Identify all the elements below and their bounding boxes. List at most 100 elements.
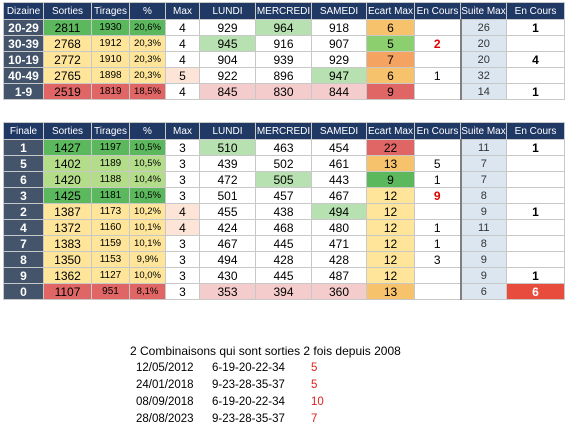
cell-encours2 bbox=[506, 171, 565, 188]
cell-mercredi: 939 bbox=[255, 51, 312, 68]
summary-date: 08/09/2018 bbox=[136, 396, 194, 408]
column-header: LUNDI bbox=[199, 122, 256, 140]
cell-suite: 8 bbox=[459, 235, 507, 252]
cell-lundi: 510 bbox=[199, 139, 256, 156]
cell-tirages: 1181 bbox=[91, 187, 130, 204]
cell-mercredi: 964 bbox=[255, 19, 312, 36]
cell-suite: 32 bbox=[459, 67, 507, 84]
table-row: 4 1372 1160 10,1% 4 424 468 480 12 1 11 bbox=[3, 219, 565, 236]
cell-ecart: 12 bbox=[366, 235, 415, 252]
cell-mercredi: 445 bbox=[255, 267, 312, 284]
cell-pct: 10,0% bbox=[129, 267, 166, 284]
column-header: Max bbox=[165, 2, 200, 20]
table-row: 6 1420 1188 10,4% 3 472 505 443 9 1 7 bbox=[3, 171, 565, 188]
summary-combination: 9-23-28-35-37 bbox=[212, 379, 285, 391]
cell-max: 4 bbox=[165, 219, 200, 236]
cell-tirages: 1173 bbox=[91, 203, 130, 220]
column-header: Sorties bbox=[43, 2, 92, 20]
cell-encours2 bbox=[506, 155, 565, 172]
cell-encours2 bbox=[506, 235, 565, 252]
cell-max: 3 bbox=[165, 235, 200, 252]
cell-lundi: 945 bbox=[199, 35, 256, 52]
cell-lundi: 845 bbox=[199, 83, 256, 100]
cell-encours: 1 bbox=[414, 235, 461, 252]
cell-suite: 9 bbox=[459, 267, 507, 284]
cell-sorties: 1420 bbox=[43, 171, 92, 188]
cell-ecart: 5 bbox=[366, 35, 415, 52]
cell-suite: 9 bbox=[459, 251, 507, 268]
cell-encours: 5 bbox=[414, 155, 461, 172]
cell-samedi: 494 bbox=[311, 203, 367, 220]
cell-ecart: 12 bbox=[366, 187, 415, 204]
cell-lundi: 353 bbox=[199, 283, 256, 300]
cell-lundi: 467 bbox=[199, 235, 256, 252]
dizaine-header-row: Dizaine Sorties Tirages% Max LUNDI MERCREDI SA… bbox=[3, 2, 565, 20]
summary-date: 24/01/2018 bbox=[136, 379, 194, 391]
cell-samedi: 929 bbox=[311, 51, 367, 68]
cell-mercredi: 394 bbox=[255, 283, 312, 300]
column-header: MERCREDI bbox=[255, 122, 312, 140]
cell-sorties: 1372 bbox=[43, 219, 92, 236]
cell-encours bbox=[414, 203, 461, 220]
cell-pct: 10,1% bbox=[129, 219, 166, 236]
cell-encours bbox=[414, 51, 461, 68]
table-row: 3 1425 1181 10,5% 3 501 457 467 12 9 8 bbox=[3, 187, 565, 204]
table-row: 7 1383 1159 10,1% 3 467 445 471 12 1 8 bbox=[3, 235, 565, 252]
cell-pct: 20,3% bbox=[129, 51, 166, 68]
cell-tirages: 1930 bbox=[91, 19, 130, 36]
cell-label: 0 bbox=[3, 283, 44, 300]
column-header: Dizaine bbox=[3, 2, 44, 20]
finale-table: Finale Sorties Tirages% Max LUNDI MERCREDI SAM… bbox=[3, 122, 565, 300]
column-header: Suite Max bbox=[460, 2, 507, 20]
table-row: 2 1387 1173 10,2% 4 455 438 494 12 9 1 bbox=[3, 203, 565, 220]
cell-label: 9 bbox=[3, 267, 44, 284]
cell-mercredi: 438 bbox=[255, 203, 312, 220]
cell-label: 20-29 bbox=[3, 19, 44, 36]
cell-pct: 18,5% bbox=[129, 83, 166, 100]
table-row: 10-19 2772 1910 20,3% 4 904 939 929 7 20 4 bbox=[3, 51, 565, 68]
cell-lundi: 424 bbox=[199, 219, 256, 236]
cell-pct: 20,3% bbox=[129, 35, 166, 52]
cell-suite: 7 bbox=[459, 155, 507, 172]
cell-sorties: 1387 bbox=[43, 203, 92, 220]
cell-label: 30-39 bbox=[3, 35, 44, 52]
cell-lundi: 501 bbox=[199, 187, 256, 204]
cell-tirages: 1160 bbox=[91, 219, 130, 236]
cell-samedi: 947 bbox=[311, 67, 367, 84]
finale-header-row: Finale Sorties Tirages% Max LUNDI MERCREDI SAM… bbox=[3, 122, 565, 140]
cell-samedi: 360 bbox=[311, 283, 367, 300]
cell-tirages: 1189 bbox=[91, 155, 130, 172]
table-row: 5 1402 1189 10,5% 3 439 502 461 13 5 7 bbox=[3, 155, 565, 172]
cell-max: 3 bbox=[165, 139, 200, 156]
table-row: 20-29 2811 1930 20,6% 4 929 964 918 6 26 1 bbox=[3, 19, 565, 36]
column-header: En Cours bbox=[414, 122, 461, 140]
cell-max: 5 bbox=[165, 67, 200, 84]
cell-ecart: 22 bbox=[366, 139, 415, 156]
cell-max: 4 bbox=[165, 203, 200, 220]
table-row: 0 1107 951 8,1% 3 353 394 360 13 6 6 bbox=[3, 283, 565, 300]
column-header: Ecart Max bbox=[366, 2, 415, 20]
cell-encours2 bbox=[506, 251, 565, 268]
column-header: Tirages bbox=[91, 2, 130, 20]
summary-value: 5 bbox=[311, 379, 318, 391]
cell-suite: 14 bbox=[459, 83, 507, 100]
cell-lundi: 472 bbox=[199, 171, 256, 188]
cell-samedi: 907 bbox=[311, 35, 367, 52]
summary-combination: 6-19-20-22-34 bbox=[212, 396, 285, 408]
summary-date: 28/08/2023 bbox=[136, 413, 194, 425]
cell-mercredi: 468 bbox=[255, 219, 312, 236]
cell-sorties: 1350 bbox=[43, 251, 92, 268]
cell-pct: 10,4% bbox=[129, 171, 166, 188]
cell-encours2 bbox=[506, 187, 565, 204]
cell-tirages: 1127 bbox=[91, 267, 130, 284]
cell-max: 3 bbox=[165, 155, 200, 172]
cell-sorties: 1383 bbox=[43, 235, 92, 252]
dizaine-table: Dizaine Sorties Tirages% Max LUNDI MERCREDI SA… bbox=[3, 2, 565, 100]
cell-samedi: 428 bbox=[311, 251, 367, 268]
cell-tirages: 1898 bbox=[91, 67, 130, 84]
column-header: SAMEDI bbox=[311, 2, 367, 20]
cell-encours: 3 bbox=[414, 251, 461, 268]
summary-date: 12/05/2012 bbox=[136, 362, 194, 374]
cell-pct: 10,5% bbox=[129, 187, 166, 204]
cell-sorties: 1402 bbox=[43, 155, 92, 172]
